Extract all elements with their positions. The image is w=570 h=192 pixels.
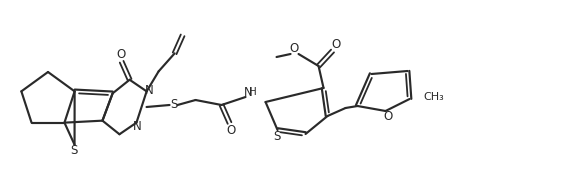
- Text: N: N: [133, 120, 142, 133]
- Text: O: O: [383, 111, 392, 123]
- Text: H: H: [249, 87, 256, 97]
- Text: O: O: [116, 48, 125, 61]
- Text: N: N: [244, 85, 253, 98]
- Text: O: O: [289, 42, 298, 55]
- Text: CH₃: CH₃: [424, 92, 444, 102]
- Text: S: S: [170, 98, 177, 111]
- Text: S: S: [70, 144, 77, 157]
- Text: N: N: [145, 84, 154, 97]
- Text: O: O: [226, 123, 235, 137]
- Text: O: O: [331, 37, 340, 50]
- Text: S: S: [273, 129, 280, 142]
